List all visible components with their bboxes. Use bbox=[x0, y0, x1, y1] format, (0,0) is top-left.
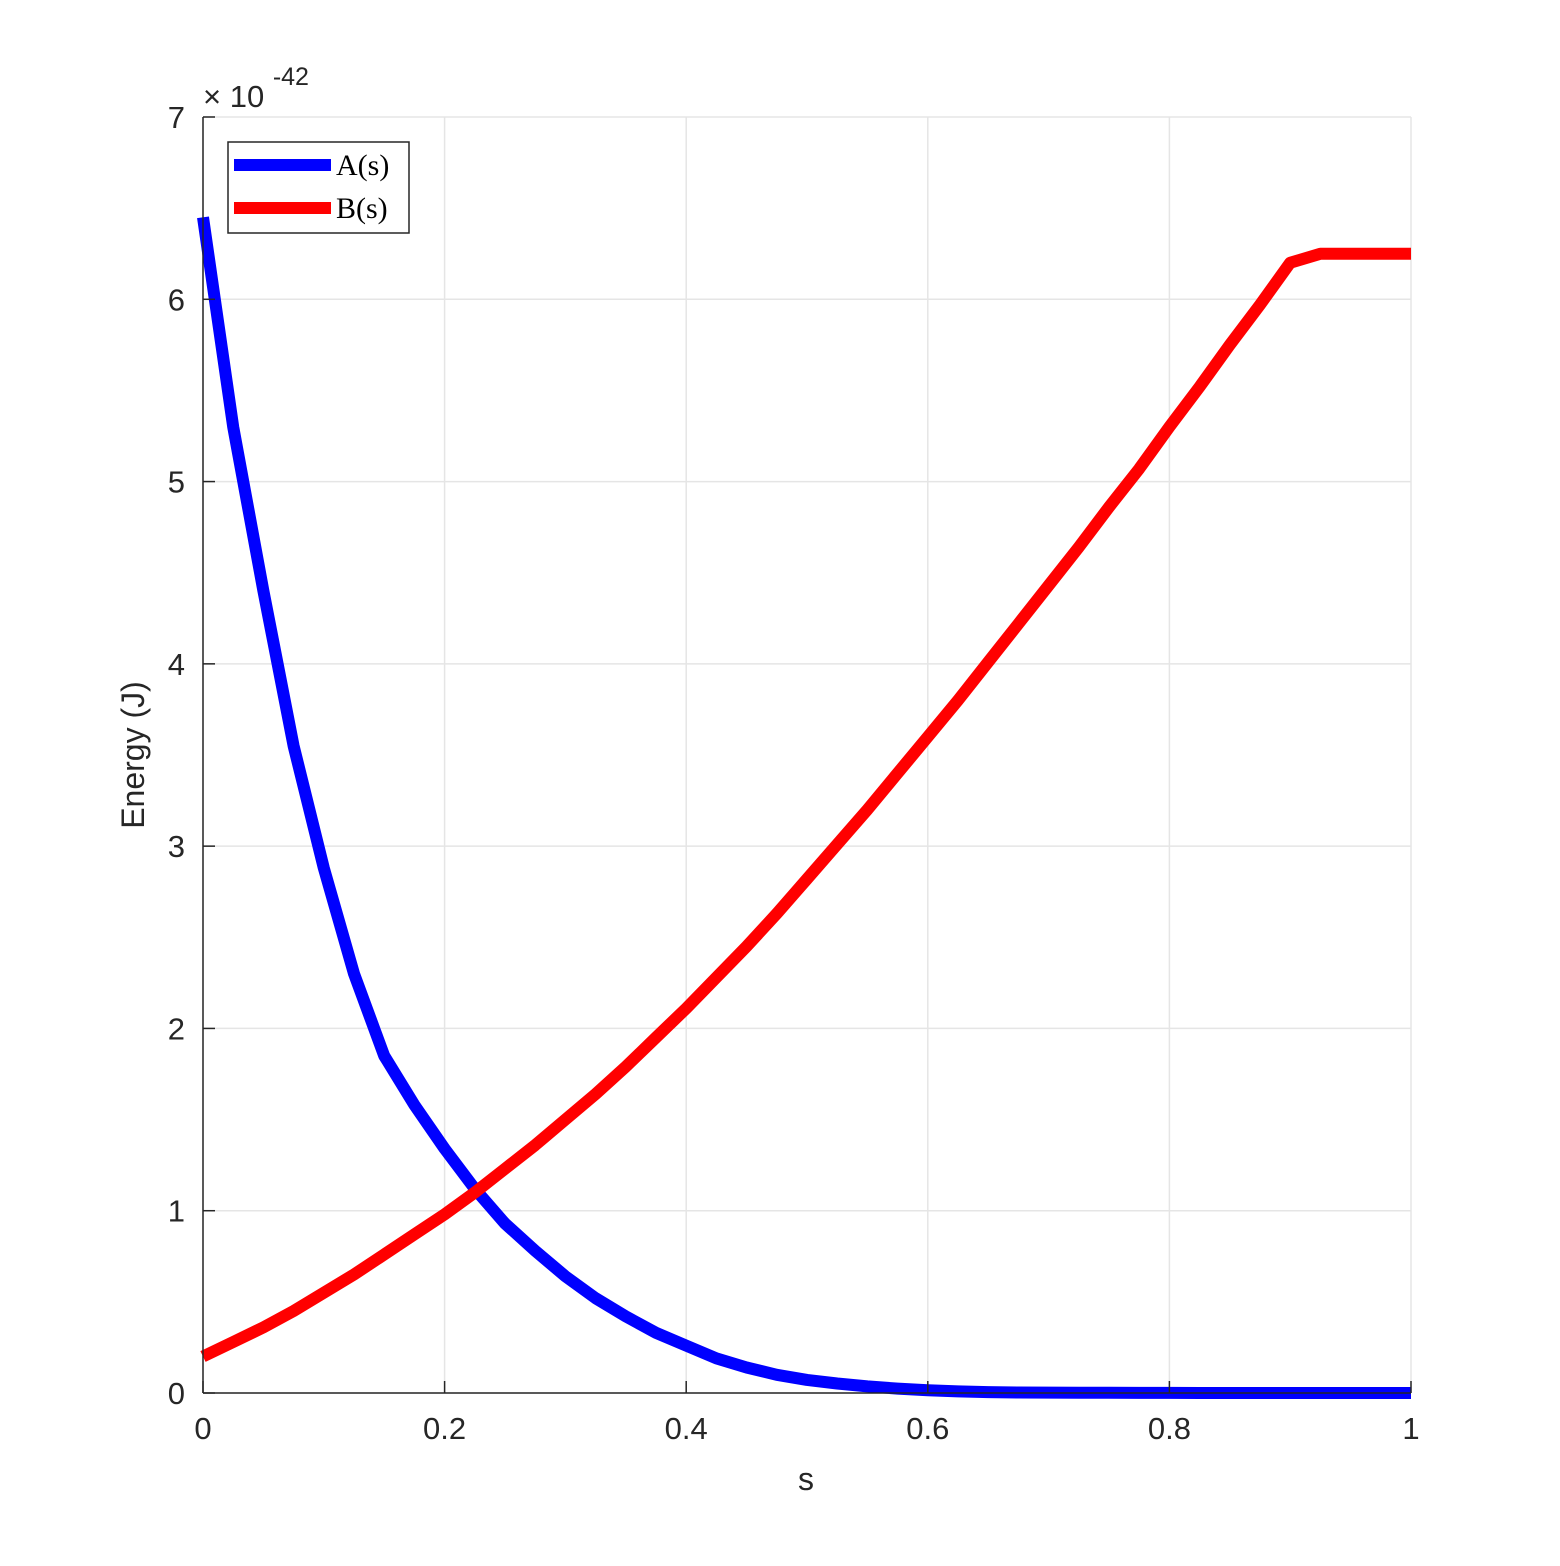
x-tick-label: 1 bbox=[1402, 1411, 1419, 1446]
series-line-a bbox=[197, 216, 1411, 1399]
x-tick-label: 0.8 bbox=[1148, 1411, 1191, 1446]
legend-label-a: A(s) bbox=[336, 149, 389, 182]
legend-label-b: B(s) bbox=[336, 192, 388, 225]
x-tick-label: 0.2 bbox=[423, 1411, 466, 1446]
y-tick-label: 5 bbox=[168, 465, 185, 500]
y-tick-label: 0 bbox=[168, 1376, 185, 1411]
series-line-b bbox=[200, 247, 1411, 1362]
y-tick-label: 7 bbox=[168, 100, 185, 135]
series-lines bbox=[197, 216, 1411, 1399]
y-exponent-base: × 10 bbox=[203, 79, 264, 114]
y-tick-label: 1 bbox=[168, 1194, 185, 1229]
y-tick-label: 4 bbox=[168, 647, 185, 682]
x-tick-label: 0 bbox=[194, 1411, 211, 1446]
x-tick-label: 0.6 bbox=[906, 1411, 949, 1446]
x-axis-label: s bbox=[798, 1461, 814, 1497]
legend-box bbox=[227, 141, 410, 234]
legend: A(s) B(s) bbox=[227, 141, 410, 234]
y-exponent-label: × 10 -42 bbox=[203, 63, 309, 114]
y-axis-label: Energy (J) bbox=[115, 681, 151, 829]
y-tick-label: 6 bbox=[168, 282, 185, 317]
axes bbox=[202, 117, 1411, 1394]
ticks: 0 0.2 0.4 0.6 0.8 1 0 1 2 3 4 5 6 7 bbox=[168, 100, 1420, 1446]
y-tick-label: 2 bbox=[168, 1011, 185, 1046]
x-tick-label: 0.4 bbox=[665, 1411, 708, 1446]
grid bbox=[202, 116, 1412, 1394]
y-exponent-power: -42 bbox=[273, 63, 309, 91]
y-tick-label: 3 bbox=[168, 829, 185, 864]
